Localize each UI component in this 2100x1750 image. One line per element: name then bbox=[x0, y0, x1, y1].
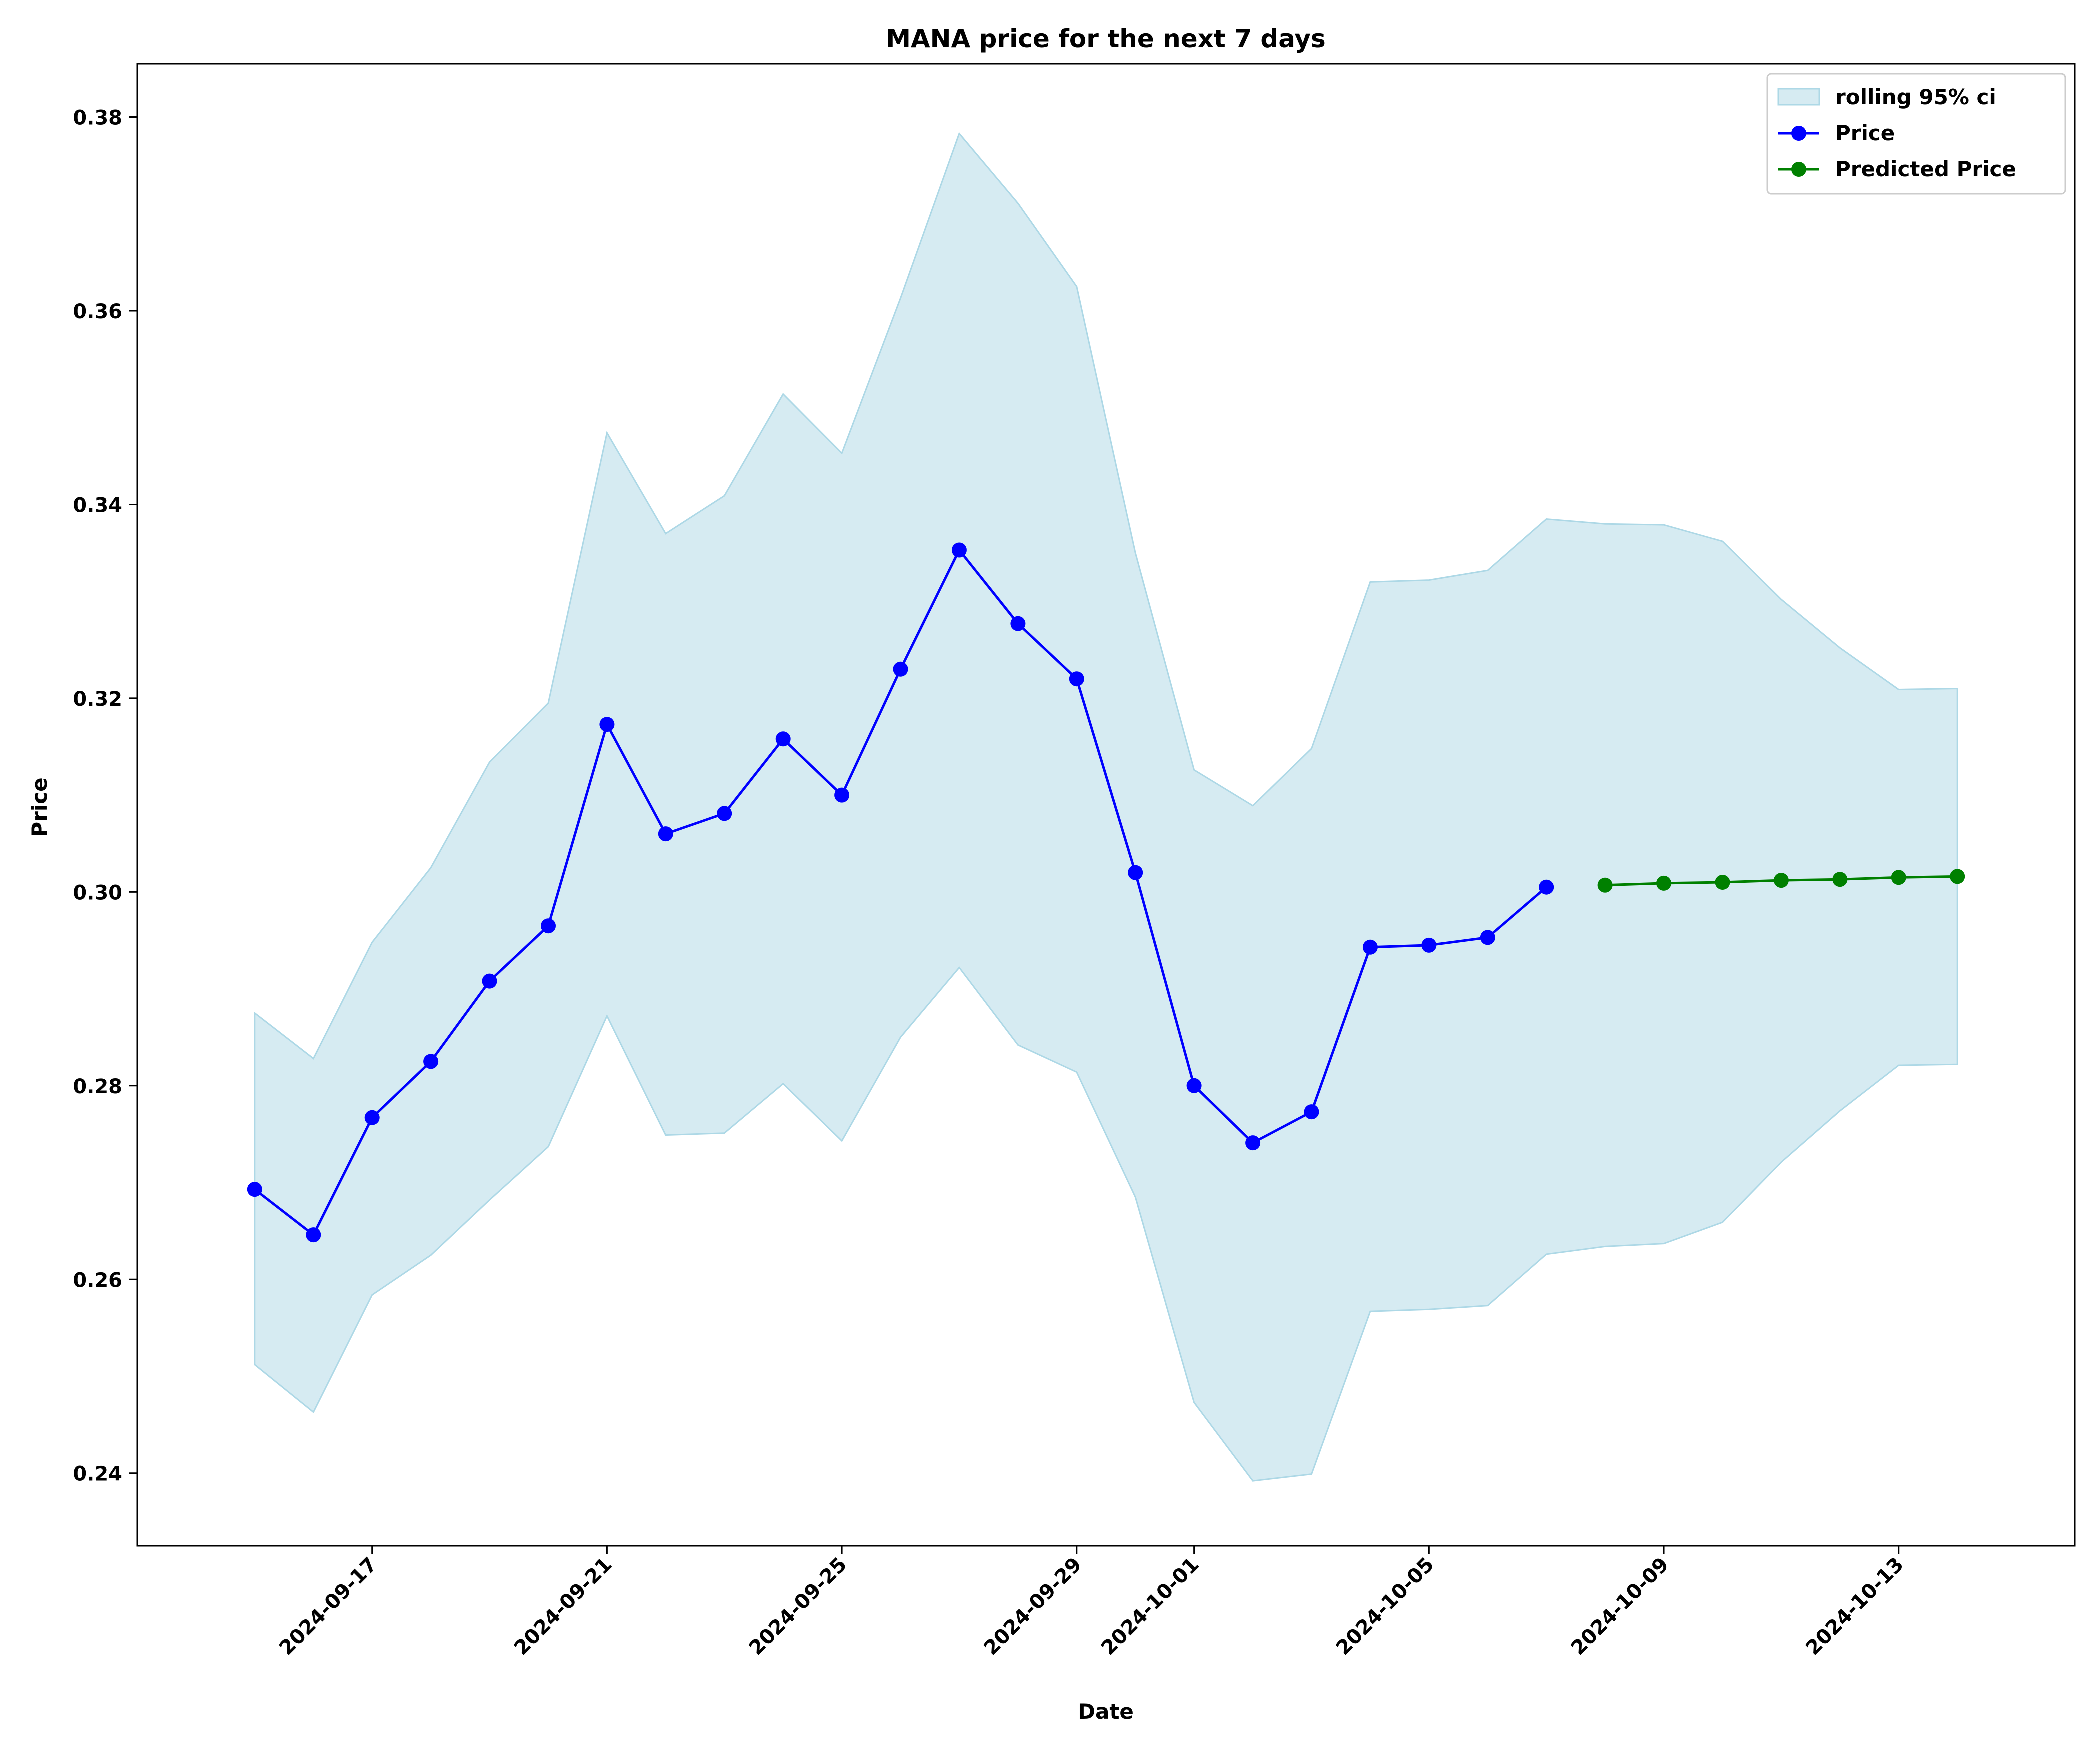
data-point bbox=[893, 662, 908, 677]
data-point bbox=[1362, 940, 1378, 955]
axes-frame bbox=[136, 63, 2076, 1547]
data-point bbox=[1774, 873, 1789, 888]
y-tick-label: 0.26 bbox=[73, 1269, 122, 1292]
data-point bbox=[1186, 1078, 1202, 1094]
ci-band bbox=[254, 132, 1958, 1482]
data-point bbox=[424, 1054, 439, 1070]
data-point bbox=[247, 1182, 262, 1198]
data-point bbox=[1069, 672, 1084, 687]
legend-entry-label: Predicted Price bbox=[1836, 157, 2016, 182]
data-point bbox=[1246, 1136, 1261, 1151]
legend-entry-label: rolling 95% ci bbox=[1836, 85, 1996, 110]
data-point bbox=[952, 542, 967, 558]
data-point bbox=[717, 806, 732, 822]
chart-title: MANA price for the next 7 days bbox=[886, 24, 1326, 54]
data-point bbox=[600, 717, 615, 732]
data-point bbox=[1304, 1104, 1320, 1120]
y-tick-label: 0.24 bbox=[73, 1463, 122, 1486]
data-point bbox=[776, 732, 791, 747]
y-tick-label: 0.34 bbox=[73, 494, 122, 517]
data-point bbox=[1832, 872, 1848, 888]
data-point bbox=[658, 826, 674, 842]
legend-swatch-marker bbox=[1792, 162, 1806, 177]
y-tick-label: 0.28 bbox=[73, 1076, 122, 1098]
y-tick-label: 0.30 bbox=[73, 882, 122, 904]
y-tick-label: 0.38 bbox=[73, 107, 122, 130]
legend-swatch-ci bbox=[1778, 88, 1820, 106]
series-price bbox=[247, 542, 1554, 1243]
data-point bbox=[482, 974, 498, 989]
data-point bbox=[1891, 870, 1906, 886]
data-point bbox=[306, 1228, 322, 1243]
data-point bbox=[1010, 616, 1026, 632]
data-point bbox=[1128, 865, 1144, 880]
data-point bbox=[1539, 880, 1554, 895]
y-axis-label: Price bbox=[28, 778, 52, 837]
x-axis-label: Date bbox=[1078, 1700, 1134, 1724]
y-tick-label: 0.32 bbox=[73, 688, 122, 711]
data-point bbox=[1950, 869, 1966, 884]
data-point bbox=[1598, 878, 1613, 893]
data-point bbox=[834, 788, 850, 803]
data-point bbox=[541, 918, 556, 934]
data-point bbox=[1422, 938, 1437, 953]
legend-entry-label: Price bbox=[1836, 121, 1895, 146]
series-predicted-price bbox=[1598, 869, 1966, 893]
legend-frame bbox=[1766, 73, 2066, 195]
plot-area bbox=[247, 132, 1966, 1482]
data-point bbox=[1656, 876, 1672, 891]
y-tick-label: 0.36 bbox=[73, 300, 122, 324]
data-point bbox=[364, 1110, 380, 1126]
data-point bbox=[1480, 930, 1496, 946]
data-point bbox=[1715, 875, 1730, 890]
legend-swatch-marker bbox=[1792, 126, 1806, 141]
legend: rolling 95% ci Price Predicted Price bbox=[1766, 73, 2066, 195]
